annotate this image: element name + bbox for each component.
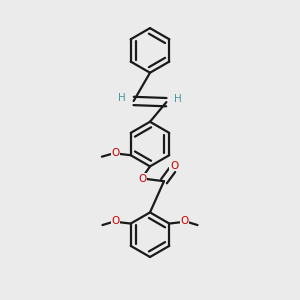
Text: O: O: [170, 161, 178, 171]
Text: O: O: [138, 174, 147, 184]
Text: O: O: [180, 216, 189, 226]
Text: O: O: [112, 148, 120, 158]
Text: H: H: [174, 94, 182, 104]
Text: H: H: [118, 93, 126, 103]
Text: O: O: [111, 216, 120, 226]
